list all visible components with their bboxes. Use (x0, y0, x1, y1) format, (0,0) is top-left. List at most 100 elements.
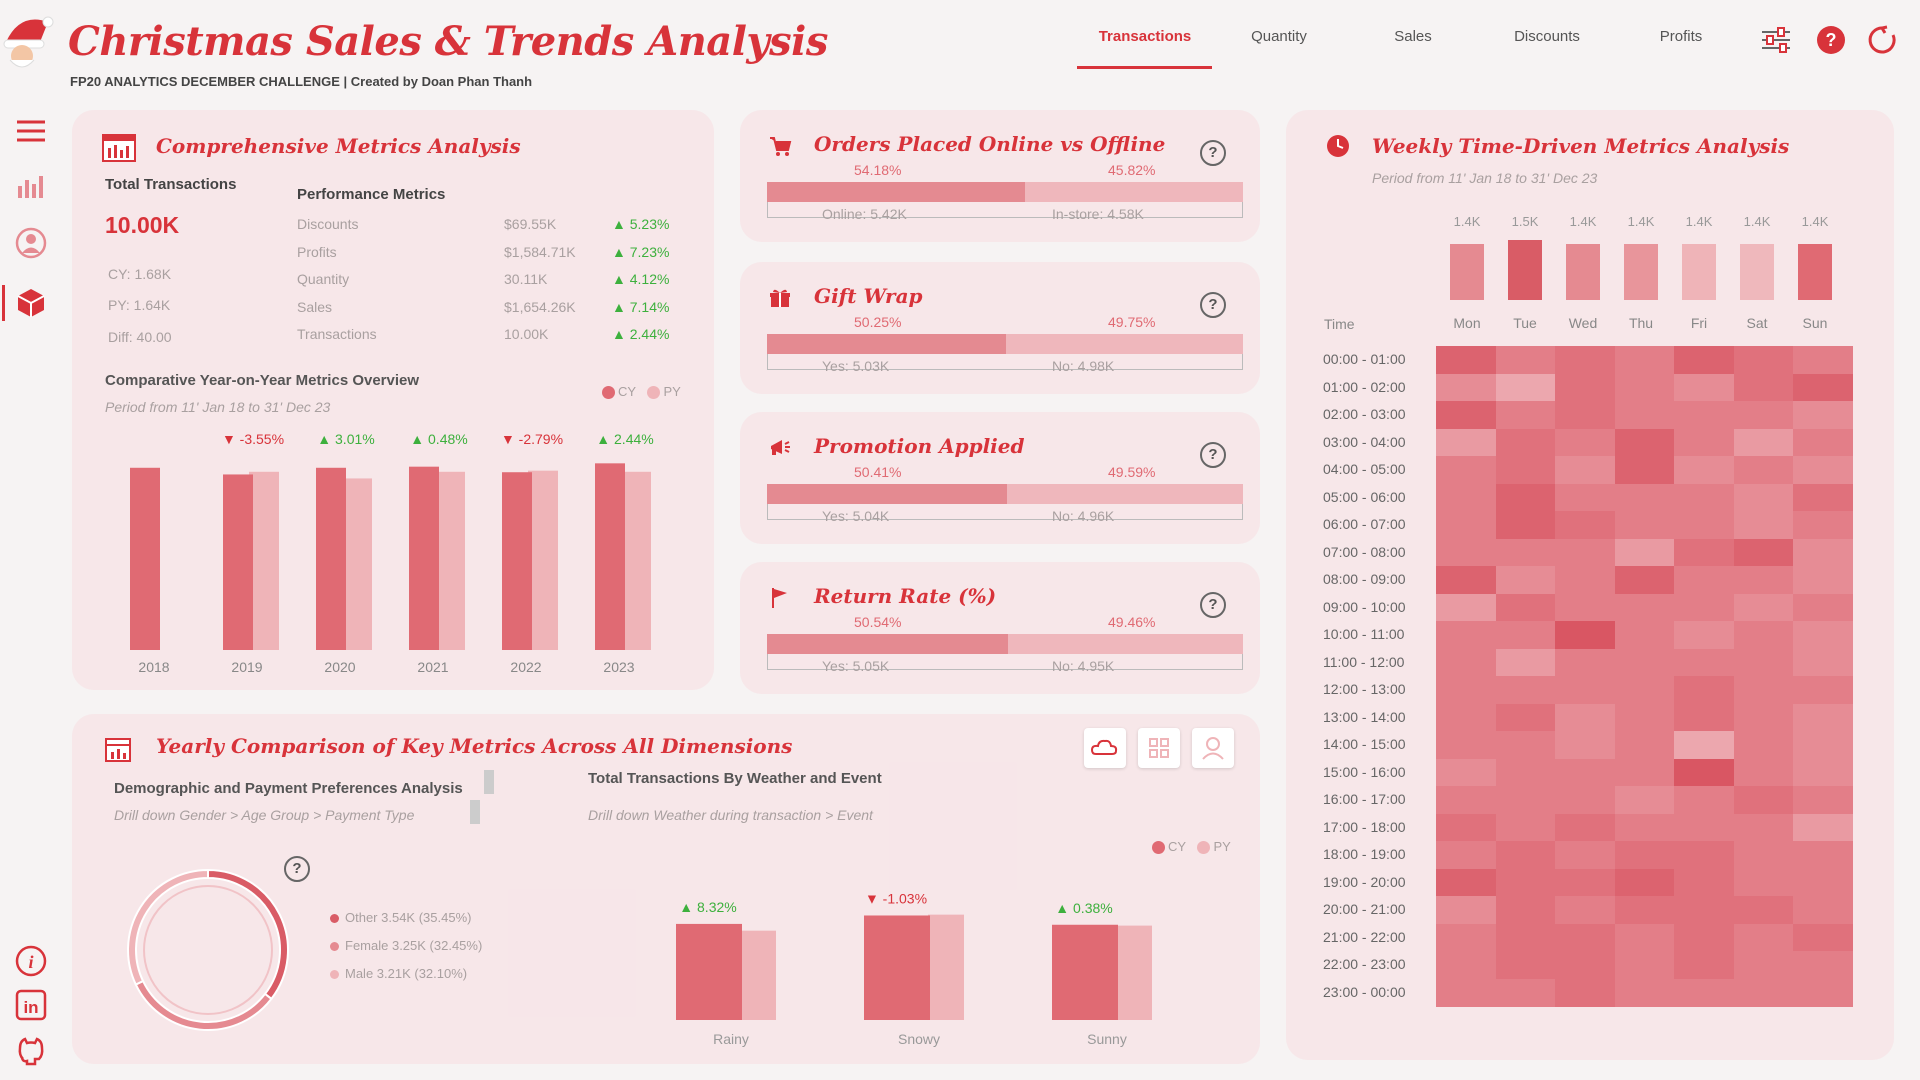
heatmap-cell (1733, 896, 1794, 924)
linkedin-icon[interactable]: in (14, 988, 48, 1022)
sliders-icon[interactable] (1760, 24, 1792, 56)
heatmap-row-label: 09:00 - 10:00 (1323, 598, 1406, 615)
menu-icon[interactable] (14, 114, 48, 148)
split-bracket (767, 504, 1243, 520)
data-label: 1.4K (1744, 214, 1771, 229)
heatmap-cell (1733, 951, 1794, 979)
weather-view-button[interactable] (1084, 728, 1126, 768)
refresh-icon[interactable] (1866, 24, 1898, 56)
split-label-b: No: 4.95K (1052, 658, 1115, 674)
heatmap-cell (1555, 456, 1615, 484)
heatmap-cell (1793, 786, 1853, 814)
heatmap-cell (1793, 978, 1853, 1007)
data-label: 1.4K (1802, 214, 1829, 229)
split-card-help-icon[interactable]: ? (1200, 140, 1226, 166)
svg-text:in: in (23, 998, 38, 1017)
app-title: Christmas Sales & Trends Analysis (68, 18, 828, 65)
py-value: PY: 1.64K (108, 297, 171, 313)
github-icon[interactable] (14, 1033, 48, 1067)
split-label-b: In-store: 4.58K (1052, 206, 1144, 222)
heatmap-cell (1614, 346, 1675, 374)
tab-profits[interactable]: Profits (1659, 28, 1703, 45)
split-bar (767, 484, 1243, 504)
chart-icon[interactable] (14, 168, 48, 202)
weather-bar-chart: Rainy ▲ 8.32% Snowy ▼ -1.03% Sunny ▲ 0.38% (676, 890, 1152, 1047)
heatmap-cell (1436, 511, 1496, 539)
heatmap-cell (1555, 401, 1615, 429)
split-card-help-icon[interactable]: ? (1200, 292, 1226, 318)
heatmap-cell (1793, 923, 1853, 952)
heatmap-cell (1614, 703, 1675, 732)
bar-py-2021 (435, 471, 465, 650)
split-bar-b (1006, 334, 1243, 354)
heatmap-cell (1436, 373, 1496, 402)
perf-change: ▲ 7.23% (612, 244, 670, 260)
drill-scrollbar[interactable] (470, 800, 480, 824)
split-bar (767, 182, 1243, 202)
heatmap-cell (1793, 621, 1853, 649)
user-icon[interactable] (14, 226, 48, 260)
heatmap-cell (1793, 731, 1853, 759)
heatmap-row-label: 18:00 - 19:00 (1323, 846, 1406, 862)
x-tick-label: 2022 (510, 659, 541, 675)
weather-legend: CY PY (1152, 839, 1231, 855)
heatmap-cell (1495, 401, 1556, 429)
total-transactions-value: 10.00K (105, 212, 180, 238)
heatmap-cell (1674, 703, 1734, 732)
donut-slice-2 (127, 868, 209, 986)
tab-quantity[interactable]: Quantity (1251, 28, 1307, 45)
x-tick-label: 2023 (603, 659, 634, 675)
bar-cy-2018 (130, 467, 160, 650)
tab-discounts[interactable]: Discounts (1514, 28, 1580, 45)
heatmap-cell (1674, 896, 1734, 924)
split-bracket (767, 654, 1243, 670)
heatmap-cell (1733, 703, 1794, 732)
weekly-bar-chart: 1.4K Mon 1.5K Tue 1.4K Wed 1.4K Thu 1.4K Fri 1.4K S… (1450, 214, 1832, 331)
weekly-bar-Sat (1740, 244, 1774, 300)
cube-icon[interactable] (14, 286, 48, 320)
heatmap-cell (1436, 841, 1496, 869)
heatmap-cell (1793, 538, 1853, 567)
heatmap-cell (1436, 923, 1496, 952)
data-label: 1.4K (1454, 214, 1481, 229)
heatmap-cell (1674, 758, 1734, 787)
heatmap-cell (1614, 731, 1675, 759)
svg-text:?: ? (1826, 30, 1837, 50)
split-card-help-icon[interactable]: ? (1200, 592, 1226, 618)
legend-cy-label: CY (1168, 839, 1186, 854)
heatmap-cell (1674, 923, 1734, 952)
tab-transactions[interactable]: Transactions (1098, 28, 1192, 45)
heatmap-cell (1555, 758, 1615, 787)
donut-help-icon[interactable]: ? (284, 856, 310, 882)
heatmap-cell (1436, 951, 1496, 979)
person-view-button[interactable] (1192, 728, 1234, 768)
x-tick-label: Wed (1569, 315, 1598, 331)
heatmap-cell (1495, 813, 1556, 842)
split-pct-a: 50.54% (854, 614, 902, 630)
heatmap-cell (1793, 813, 1853, 842)
heatmap-cell (1733, 868, 1794, 897)
info-icon[interactable]: i (14, 944, 48, 978)
heatmap-cell (1674, 373, 1734, 402)
heatmap-cell (1793, 401, 1853, 429)
split-card-2: Promotion Applied? 50.41% 49.59% Yes: 5.04K… (740, 412, 1260, 544)
grid-view-button[interactable] (1138, 728, 1180, 768)
heatmap-cell (1614, 896, 1675, 924)
help-icon[interactable]: ? (1815, 24, 1847, 56)
heatmap-cell (1733, 731, 1794, 759)
heatmap-cell (1555, 731, 1615, 759)
heatmap-cell (1555, 786, 1615, 814)
heatmap-row-label: 12:00 - 13:00 (1323, 681, 1406, 697)
heatmap-cell (1495, 676, 1556, 704)
heatmap-cell (1555, 951, 1615, 979)
legend-py-dot (1197, 841, 1211, 855)
heatmap-cell (1793, 951, 1853, 979)
heatmap-cell (1674, 401, 1734, 429)
split-card-help-icon[interactable]: ? (1200, 442, 1226, 468)
data-label: ▼ -2.79% (501, 431, 563, 447)
tab-sales[interactable]: Sales (1394, 28, 1432, 45)
heatmap-row-label: 07:00 - 08:00 (1323, 543, 1406, 560)
weekly-bar-Tue (1508, 240, 1542, 300)
heatmap-cell (1733, 813, 1794, 842)
demographic-scrollbar[interactable] (484, 770, 494, 794)
